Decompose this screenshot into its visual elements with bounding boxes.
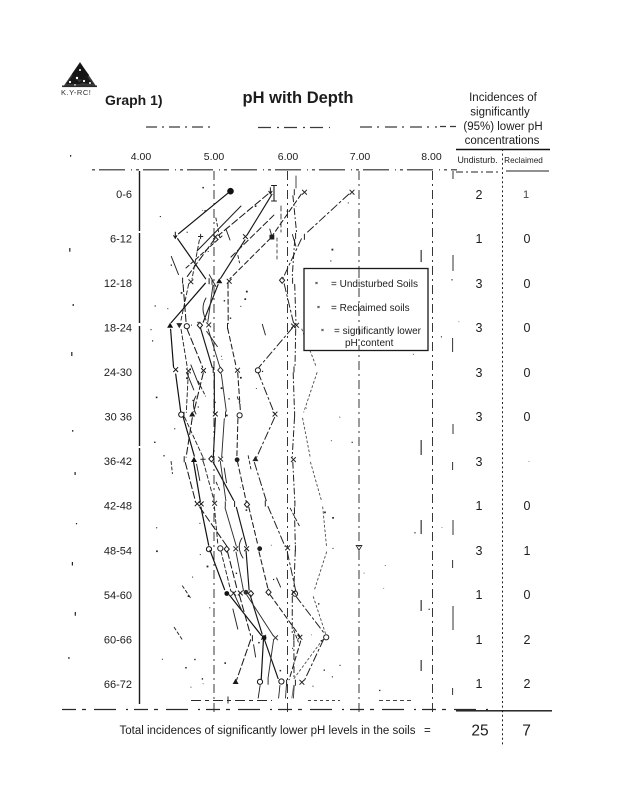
svg-text:60-66: 60-66 [104,635,132,647]
svg-text:1: 1 [476,677,483,691]
svg-text:= Reclaimed soils: = Reclaimed soils [331,303,410,314]
svg-text:3: 3 [476,410,483,424]
svg-text:significantly: significantly [470,107,530,119]
svg-text:0-6: 0-6 [116,189,132,201]
svg-text:2: 2 [476,188,483,202]
svg-text:54-60: 54-60 [104,590,132,602]
svg-text:3: 3 [476,544,483,558]
svg-text:pH with Depth: pH with Depth [243,89,354,107]
svg-text:= significantly lower: = significantly lower [334,326,422,337]
svg-text:0: 0 [524,410,531,424]
svg-text:42-48: 42-48 [104,501,132,513]
svg-text:1: 1 [476,588,483,602]
svg-text:Undisturb.: Undisturb. [457,155,497,165]
svg-text:36-42: 36-42 [104,456,132,468]
svg-text:3: 3 [476,277,483,291]
svg-text:K.Y-RC!: K.Y-RC! [61,88,91,97]
svg-text:2: 2 [524,677,531,691]
svg-text:4.00: 4.00 [131,151,152,163]
svg-text:=: = [424,725,431,737]
svg-text:.: . [528,455,530,464]
svg-text:7: 7 [522,723,531,740]
svg-text:1: 1 [524,544,531,558]
svg-text:Reclaimed: Reclaimed [504,156,543,165]
svg-text:(95%) lower pH: (95%) lower pH [463,121,542,133]
svg-text:0: 0 [524,366,531,380]
svg-text:3: 3 [476,455,483,469]
svg-text:pH content: pH content [345,338,394,349]
svg-text:30 36: 30 36 [104,412,132,424]
svg-text:concentrations: concentrations [465,135,540,147]
svg-text:1: 1 [476,499,483,513]
svg-text:0: 0 [524,588,531,602]
svg-text:Graph 1): Graph 1) [105,92,163,108]
svg-text:0: 0 [524,499,531,513]
svg-text:0: 0 [524,277,531,291]
svg-text:24-30: 24-30 [104,367,132,379]
svg-text:Total incidences of significan: Total incidences of significantly lower … [120,725,416,737]
svg-text:7.00: 7.00 [350,151,371,163]
svg-text:12-18: 12-18 [104,278,132,290]
svg-text:66-72: 66-72 [104,679,132,691]
svg-text:0: 0 [524,232,531,246]
svg-text:= Undisturbed Soils: = Undisturbed Soils [331,279,418,290]
svg-text:3: 3 [476,321,483,335]
svg-text:Incidences of: Incidences of [469,92,538,104]
svg-text:5.00: 5.00 [204,151,225,163]
svg-text:2: 2 [524,633,531,647]
svg-text:25: 25 [471,723,488,740]
svg-text:1: 1 [476,232,483,246]
svg-text:6.00: 6.00 [278,151,299,163]
svg-text:1: 1 [523,189,529,201]
svg-text:1: 1 [476,633,483,647]
svg-text:0: 0 [524,321,531,335]
svg-text:8.00: 8.00 [421,151,442,163]
svg-text:18-24: 18-24 [104,323,132,335]
svg-text:3: 3 [476,366,483,380]
svg-text:6-12: 6-12 [110,234,132,246]
svg-text:48-54: 48-54 [104,546,132,558]
